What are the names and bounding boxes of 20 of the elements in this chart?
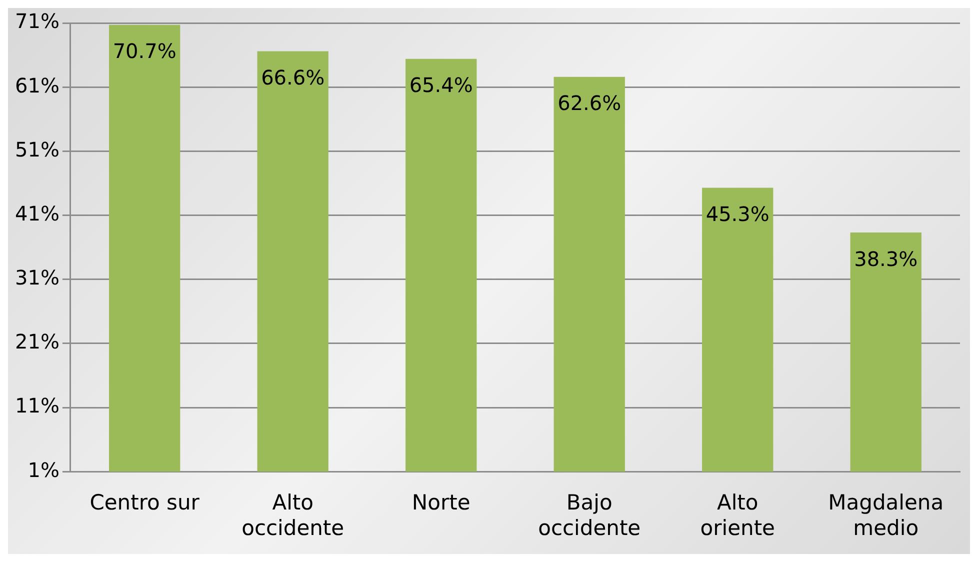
- data-label: 65.4%: [409, 73, 473, 98]
- y-tick-label: 31%: [15, 266, 60, 290]
- data-label: 70.7%: [112, 39, 176, 64]
- data-label: 45.3%: [706, 202, 770, 226]
- y-tick-label: 11%: [15, 394, 60, 418]
- y-tick-label: 71%: [15, 9, 60, 34]
- y-tick-label: 1%: [28, 458, 60, 482]
- x-tick-label: Norte: [412, 490, 470, 515]
- data-label: 66.6%: [261, 65, 325, 90]
- x-tick-label: Alto occidente: [242, 490, 344, 540]
- data-label: 38.3%: [854, 246, 918, 271]
- y-tick-label: 41%: [15, 201, 60, 226]
- y-tick-label: 51%: [15, 137, 60, 162]
- data-label: 62.6%: [558, 91, 622, 116]
- x-tick-label: Alto oriente: [700, 490, 775, 540]
- x-tick-label: Bajo occidente: [538, 490, 641, 540]
- x-tick-label: Magdalena medio: [828, 490, 944, 540]
- y-tick-label: 21%: [15, 330, 60, 354]
- y-tick-label: 61%: [15, 73, 60, 98]
- x-tick-label: Centro sur: [90, 490, 200, 515]
